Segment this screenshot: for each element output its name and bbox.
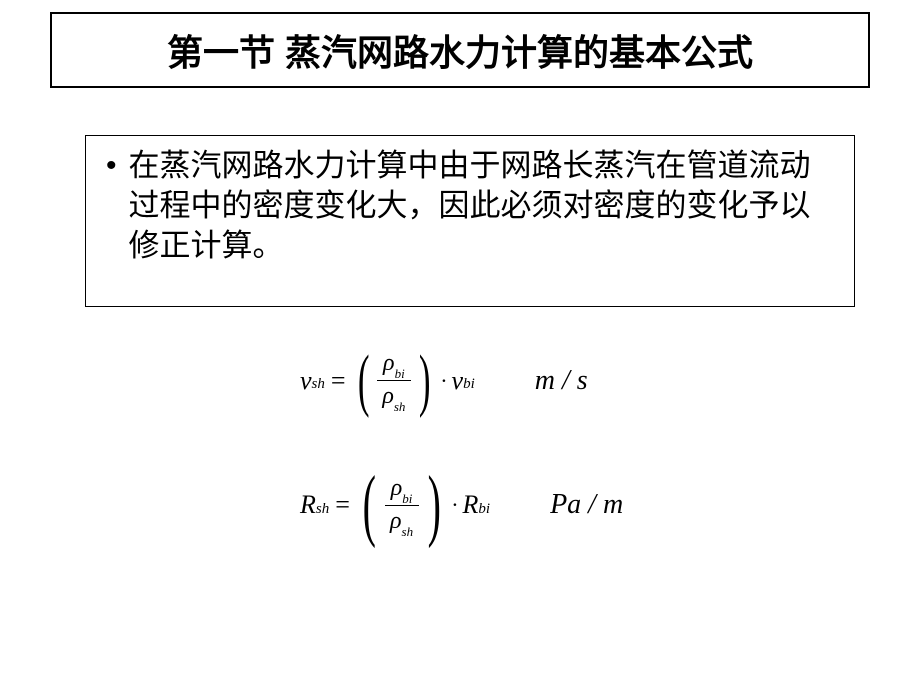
res-lhs-var: R	[300, 490, 316, 520]
formula-velocity: vsh = ( ρbi ρsh ) · vbi m / s	[300, 350, 623, 411]
paren-group: ( ρbi ρsh )	[356, 471, 447, 539]
res-num: ρbi	[391, 475, 413, 503]
equals-icon: =	[335, 490, 350, 520]
vel-num: ρbi	[383, 350, 405, 378]
vel-lhs-sub: sh	[312, 376, 325, 393]
right-paren-icon: )	[419, 351, 431, 411]
left-paren-icon: (	[363, 471, 376, 539]
formula-area: vsh = ( ρbi ρsh ) · vbi m / s Rsh = ( ρb…	[300, 350, 623, 599]
right-paren-icon: )	[427, 471, 440, 539]
fraction: ρbi ρsh	[385, 475, 419, 536]
body-box: • 在蒸汽网路水力计算中由于网路长蒸汽在管道流动过程中的密度变化大，因此必须对密…	[85, 135, 855, 307]
res-lhs-sub: sh	[316, 501, 329, 518]
bullet-icon: •	[106, 146, 117, 186]
vel-unit: m / s	[535, 365, 588, 397]
vel-rhs-var: v	[452, 366, 464, 396]
res-unit: Pa / m	[550, 489, 623, 521]
res-rhs-sub: bi	[478, 501, 490, 518]
formula-resistance: Rsh = ( ρbi ρsh ) · Rbi Pa / m	[300, 471, 623, 539]
res-den: ρsh	[390, 508, 413, 536]
fraction: ρbi ρsh	[377, 350, 411, 411]
title-box: 第一节 蒸汽网路水力计算的基本公式	[50, 12, 870, 88]
page-title: 第一节 蒸汽网路水力计算的基本公式	[60, 24, 860, 76]
vel-den: ρsh	[382, 383, 405, 411]
res-rhs-var: R	[463, 490, 479, 520]
body-text: 在蒸汽网路水力计算中由于网路长蒸汽在管道流动过程中的密度变化大，因此必须对密度的…	[129, 146, 834, 266]
cdot-icon: ·	[440, 368, 447, 394]
equals-icon: =	[331, 366, 346, 396]
cdot-icon: ·	[451, 492, 458, 518]
body-row: • 在蒸汽网路水力计算中由于网路长蒸汽在管道流动过程中的密度变化大，因此必须对密…	[106, 146, 834, 266]
vel-lhs-var: v	[300, 366, 312, 396]
paren-group: ( ρbi ρsh )	[352, 350, 437, 411]
fraction-line-icon	[377, 380, 411, 381]
left-paren-icon: (	[357, 351, 369, 411]
vel-rhs-sub: bi	[463, 376, 475, 393]
